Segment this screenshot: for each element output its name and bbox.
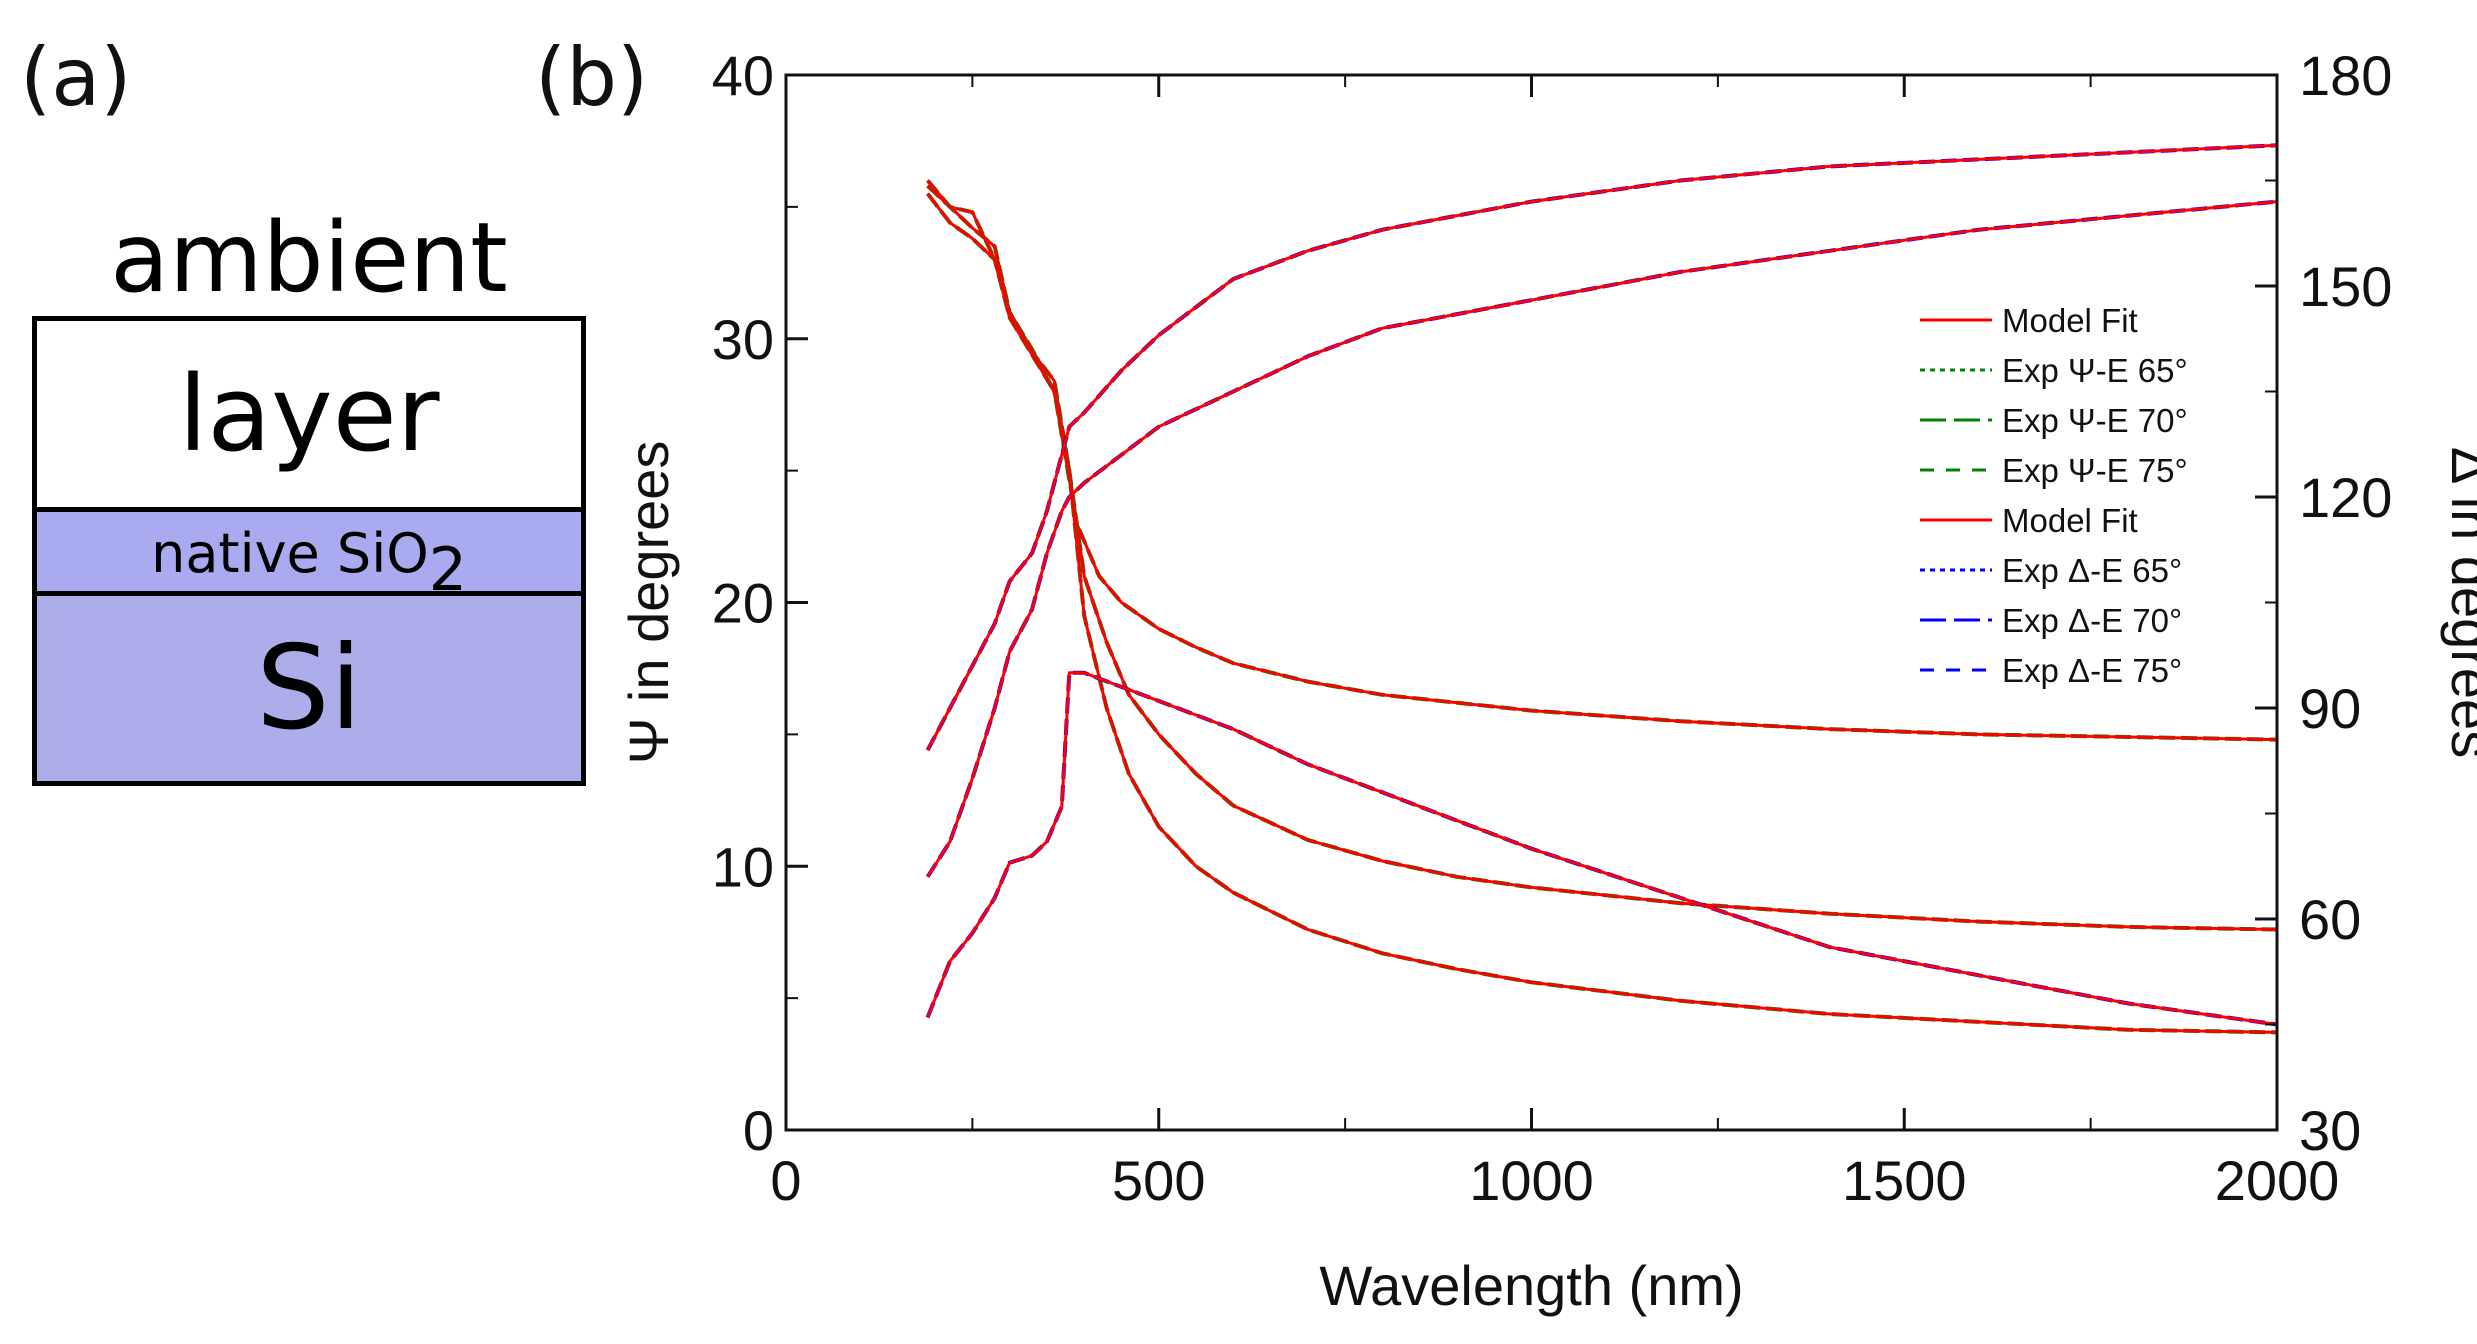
- legend-label-1: Model Fit: [2002, 302, 2138, 339]
- y-tick-label: 10: [712, 835, 774, 898]
- y2-tick-label: 60: [2299, 888, 2361, 951]
- y-axis-title: Ψ in degrees: [617, 441, 680, 765]
- x-tick-label: 2000: [2215, 1149, 2340, 1212]
- legend-label-5: Model Fit: [2002, 502, 2138, 539]
- layer-stack-diagram: ambient layer native SiO2 Si: [32, 210, 586, 786]
- y2-tick-label: 30: [2299, 1099, 2361, 1162]
- x-tick-label: 0: [770, 1149, 801, 1212]
- x-tick-label: 1500: [1842, 1149, 1967, 1212]
- y2-axis-title: Δ in degrees: [2440, 447, 2477, 758]
- model-fit-line-75: [926, 192, 2278, 1034]
- legend-label-6: Exp Δ-E 65°: [2002, 552, 2182, 589]
- layer-box: layer: [32, 316, 586, 512]
- model-fit-line-70: [926, 184, 2278, 931]
- model-fit-line-70: [926, 200, 2278, 878]
- x-tick-label: 1000: [1469, 1149, 1594, 1212]
- y2-tick-label: 90: [2299, 677, 2361, 740]
- y-tick-label: 20: [712, 572, 774, 635]
- chart-ticks: 0 500 1000 1500 2000 0 10 20 30 40 30 60 90 120 150 180: [712, 44, 2393, 1212]
- native-sio2-box: native SiO2: [32, 512, 586, 605]
- series-lines: [925, 143, 2278, 1035]
- y2-tick-label: 150: [2299, 255, 2392, 318]
- legend-label-7: Exp Δ-E 70°: [2002, 602, 2182, 639]
- si-substrate-box: Si: [32, 596, 586, 786]
- layer-label: layer: [178, 353, 440, 475]
- x-axis-title: Wavelength (nm): [1319, 1254, 1743, 1317]
- exp-line-65: [925, 670, 2278, 1027]
- legend-label-2: Exp Ψ-E 65°: [2002, 352, 2188, 389]
- native-sio2-label: native SiO2: [151, 517, 467, 605]
- y-tick-label: 0: [743, 1099, 774, 1162]
- ambient-label: ambient: [110, 202, 508, 314]
- y2-tick-label: 120: [2299, 466, 2392, 529]
- y-tick-label: 40: [712, 44, 774, 107]
- model-fit-line-65: [926, 671, 2278, 1026]
- panel-a-label: (a): [20, 31, 132, 124]
- panel-b-label: (b): [535, 31, 649, 124]
- legend-label-4: Exp Ψ-E 75°: [2002, 452, 2188, 489]
- y2-tick-label: 180: [2299, 44, 2392, 107]
- legend-label-8: Exp Δ-E 75°: [2002, 652, 2182, 689]
- native-sio2-text: native SiO: [151, 521, 429, 585]
- legend-label-3: Exp Ψ-E 70°: [2002, 402, 2188, 439]
- x-tick-label: 500: [1112, 1149, 1205, 1212]
- y-tick-label: 30: [712, 308, 774, 371]
- si-label: Si: [256, 621, 362, 756]
- chart-legend: Model Fit Exp Ψ-E 65° Exp Ψ-E 70° Exp Ψ-E 7…: [1920, 302, 2188, 689]
- model-fit-line-75: [926, 143, 2278, 751]
- native-sio2-subscript: 2: [428, 534, 467, 605]
